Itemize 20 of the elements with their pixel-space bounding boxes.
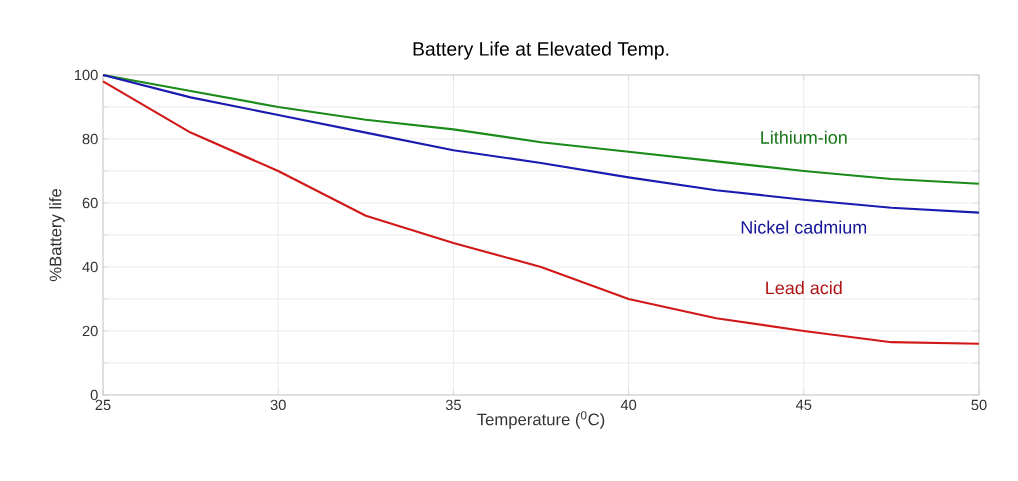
- x-tick-label: 35: [445, 399, 461, 411]
- x-tick-label: 50: [971, 399, 987, 411]
- y-tick-label: 40: [82, 261, 98, 273]
- chart-title: Battery Life at Elevated Temp.: [413, 41, 669, 60]
- x-tick-label: 40: [620, 399, 637, 411]
- y-tick-label: 0: [90, 389, 98, 401]
- line-series: [101, 80, 981, 345]
- x-tick-label: 25: [95, 399, 111, 411]
- series-label: Nickel cadmium: [741, 220, 867, 234]
- y-tick-label: 100: [74, 69, 98, 81]
- y-tick-label: 60: [82, 197, 98, 209]
- series-label: Lead acid: [766, 281, 842, 295]
- y-tick-label: 80: [82, 133, 98, 145]
- series-label: Lithium-ion: [761, 130, 847, 144]
- x-tick-label: 30: [270, 399, 286, 411]
- y-axis-title: %Battery life: [49, 188, 65, 282]
- x-tick-label: 45: [795, 399, 812, 410]
- y-tick-label: 20: [82, 325, 98, 337]
- line-series: [101, 73, 981, 214]
- x-axis-title: Temperature ($^{0}$C): [477, 411, 605, 429]
